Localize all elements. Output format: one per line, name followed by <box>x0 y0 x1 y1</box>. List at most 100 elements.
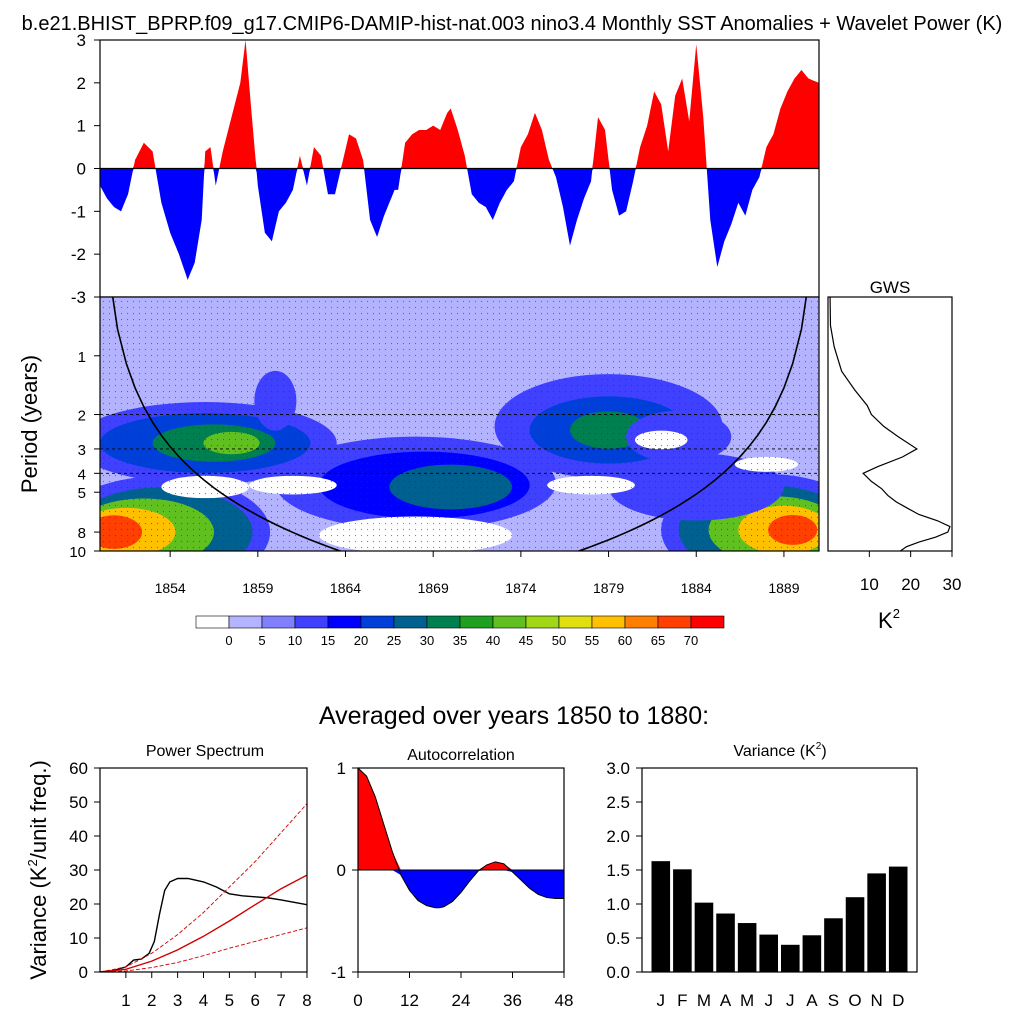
wavelet-frame <box>99 296 820 552</box>
colorbar-label: 10 <box>288 633 302 648</box>
ps-y-tick-label: 50 <box>69 793 88 812</box>
year-tick-label: 1859 <box>242 580 273 596</box>
ps-x-tick-label: 7 <box>276 991 285 1010</box>
period-tick-label: 1 <box>78 349 86 366</box>
variance-bar <box>802 935 822 972</box>
red-noise-line <box>100 874 307 972</box>
year-tick-label: 1869 <box>418 580 449 596</box>
year-tick-label: 1854 <box>155 580 186 596</box>
coi-hatching <box>100 297 819 551</box>
coi-hatching-top <box>100 297 819 551</box>
ac-y-tick-label: -1 <box>331 963 346 982</box>
wavelet-fill-group <box>100 297 819 551</box>
ps-y-tick-label: 30 <box>69 861 88 880</box>
colorbar-label: 5 <box>258 633 265 648</box>
colorbar-swatch <box>261 615 296 629</box>
year-tick-label: 1879 <box>593 580 624 596</box>
ps-x-tick-label: 1 <box>121 991 130 1010</box>
variance-bar <box>737 923 757 972</box>
positive-anomaly-area <box>100 40 819 169</box>
variance-month-label: M <box>740 991 754 1010</box>
gws-unit: K2 <box>878 606 900 633</box>
ps-y-tick-label: 40 <box>69 827 88 846</box>
ps-x-tick-label: 2 <box>147 991 156 1010</box>
ps-frame <box>99 767 308 973</box>
colorbar-label: 50 <box>552 633 566 648</box>
variance-y-tick-label: 2.0 <box>606 827 630 846</box>
variance-bar <box>651 861 671 972</box>
ac-x-tick-label: 36 <box>503 991 522 1010</box>
ps-x-tick-label: 8 <box>302 991 311 1010</box>
ps-ylabel: Variance (K2/unit freq.) <box>25 760 51 980</box>
colorbar-label: 35 <box>453 633 467 648</box>
variance-y-tick-label: 1.5 <box>606 861 630 880</box>
variance-bar <box>824 918 843 972</box>
colorbar-label: 70 <box>684 633 698 648</box>
period-tick-label: 3 <box>78 442 86 459</box>
colorbar-swatch <box>459 615 494 629</box>
colorbar-label: 15 <box>321 633 335 648</box>
variance-month-label: O <box>848 991 861 1010</box>
variance-month-label: F <box>677 991 687 1010</box>
section-title: Averaged over years 1850 to 1880: <box>319 702 709 730</box>
gws-title: GWS <box>870 278 911 297</box>
wavelet-panel: 1 2 3 4 5 8 10 1854 1859 1864 1869 1874 1879 1884 1889… <box>17 296 820 596</box>
colorbar-swatch <box>657 615 692 629</box>
gws-frame <box>827 296 953 552</box>
ps-x-tick-label: 6 <box>251 991 260 1010</box>
period-tick-label: 2 <box>78 408 86 425</box>
anomaly-panel: -3 -2 -1 0 1 2 3 <box>71 31 820 307</box>
gws-x-tick-label: 10 <box>860 575 879 594</box>
variance-bar <box>673 869 692 972</box>
ps-y-tick-label: 60 <box>69 759 88 778</box>
negative-anomaly-area <box>100 168 819 280</box>
variance-bar <box>694 902 714 972</box>
colorbar-swatch <box>228 615 263 629</box>
variance-month-label: J <box>786 991 795 1010</box>
colorbar-label: 25 <box>387 633 401 648</box>
gws-x-tick-label: 20 <box>901 575 920 594</box>
ps-y-tick-label: 0 <box>79 963 88 982</box>
colorbar-swatch <box>294 615 329 629</box>
colorbar-label: 55 <box>585 633 599 648</box>
variance-y-tick-label: 0.0 <box>606 963 630 982</box>
var-title: Variance (K2) <box>733 741 826 760</box>
variance-bar <box>781 944 800 972</box>
colorbar-swatch <box>327 615 362 629</box>
autocorrelation-line <box>358 768 564 909</box>
colorbar-swatch <box>591 615 626 629</box>
ps-x-tick-label: 5 <box>225 991 234 1010</box>
colorbar-swatch <box>195 615 230 629</box>
y-tick-label: -1 <box>71 202 86 221</box>
variance-month-label: M <box>697 991 711 1010</box>
colorbar-label: 65 <box>651 633 665 648</box>
colorbar-label: 0 <box>225 633 232 648</box>
y-tick-label: 0 <box>77 160 86 179</box>
y-tick-label: -3 <box>71 288 86 307</box>
period-axis-label: Period (years) <box>17 355 42 493</box>
power-spectrum-panel: Power Spectrum Variance (K2/unit freq.) … <box>25 743 312 1010</box>
ac-x-tick-label: 24 <box>452 991 471 1010</box>
ps-x-tick-label: 3 <box>173 991 182 1010</box>
y-tick-label: -2 <box>71 245 86 264</box>
negative-autocorrelation-area <box>358 870 564 908</box>
colorbar-label: 30 <box>420 633 434 648</box>
variance-month-label: A <box>806 991 818 1010</box>
colorbar-label: 60 <box>618 633 632 648</box>
ps-lines-group <box>100 803 307 972</box>
confidence-line <box>100 803 307 972</box>
ac-x-tick-label: 12 <box>400 991 419 1010</box>
ac-x-tick-label: 48 <box>555 991 574 1010</box>
period-tick-label: 8 <box>78 525 86 542</box>
year-tick-label: 1874 <box>505 580 536 596</box>
variance-y-tick-label: 1.0 <box>606 895 630 914</box>
variance-bar <box>716 913 735 972</box>
colorbar-swatch <box>492 615 527 629</box>
ps-y-tick-label: 20 <box>69 895 88 914</box>
anomaly-fill-group <box>100 40 819 280</box>
year-tick-label: 1889 <box>768 580 799 596</box>
gws-x-tick-label: 30 <box>943 575 962 594</box>
variance-month-label: S <box>828 991 839 1010</box>
year-tick-label: 1864 <box>330 580 361 596</box>
